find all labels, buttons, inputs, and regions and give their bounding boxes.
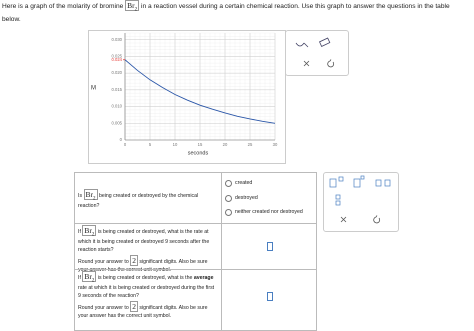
option-label: destroyed xyxy=(235,194,258,201)
y-tick-label: 0.030 xyxy=(112,37,123,42)
x-tick-label: 15 xyxy=(198,142,203,147)
option-label: neither created nor destroyed xyxy=(235,209,303,215)
y-tick-label: 0.015 xyxy=(112,87,123,92)
formula-sub: 2 xyxy=(93,196,96,202)
x-tick-label: 0 xyxy=(124,142,127,147)
draw-tool[interactable] xyxy=(295,42,309,48)
q-text: is being created or destroyed, what is t… xyxy=(78,229,210,253)
q-text: being created or destroyed by the chemic… xyxy=(78,193,199,209)
x-tick-label: 5 xyxy=(149,142,152,147)
answer-input[interactable] xyxy=(267,242,273,251)
formula-text: Br xyxy=(84,272,92,281)
fraction-den xyxy=(335,200,341,206)
x-axis-label: seconds xyxy=(188,150,209,156)
formula-text: Br xyxy=(127,1,135,10)
answer-input[interactable] xyxy=(267,292,273,301)
toolbox xyxy=(285,30,349,76)
data-line xyxy=(124,59,276,124)
radio[interactable] xyxy=(225,180,232,188)
math-icons xyxy=(329,175,391,224)
formula-sub: 2 xyxy=(91,232,95,238)
chart: M seconds 0 0.005 0.010 0.015 0.020 0.025 0.03… xyxy=(91,32,278,156)
sci-notation-exp xyxy=(338,176,344,182)
power-exp xyxy=(360,175,365,180)
clear-button[interactable] xyxy=(340,216,347,223)
answer-cell: created destroyed neither created nor de… xyxy=(221,172,317,224)
y-tick-label: 0.020 xyxy=(112,70,123,75)
option-label: created xyxy=(235,180,253,186)
math-toolbox xyxy=(323,172,399,232)
q-emphasis: average xyxy=(193,275,214,281)
undo-button[interactable] xyxy=(373,215,381,224)
question-cell: If Br2 is being created or destroyed, wh… xyxy=(74,269,222,331)
question-cell: If Br2 is being created or destroyed, wh… xyxy=(74,223,222,273)
y-tick-label: 0.025 xyxy=(112,54,123,59)
multiply-right xyxy=(384,179,391,187)
q-text: If xyxy=(78,229,81,235)
note-text: Round your answer to xyxy=(78,305,129,311)
formula-sub: 2 xyxy=(91,278,95,284)
intro: Here is a graph of the molarity of bromi… xyxy=(2,0,470,24)
marker-label: 0.024 xyxy=(112,57,123,62)
q-text: rate at which it is being created or des… xyxy=(78,285,215,299)
formula: Br2 xyxy=(83,189,98,202)
undo-button[interactable] xyxy=(327,59,335,68)
q-text: If xyxy=(78,275,81,281)
q-text: is being created or destroyed, what is t… xyxy=(97,275,193,281)
formula: Br2 xyxy=(82,271,97,284)
y-tick-label: 0 xyxy=(120,137,123,142)
note-text: Round your answer to xyxy=(78,259,129,265)
answer-cell xyxy=(221,223,317,270)
radio[interactable] xyxy=(225,209,232,217)
formula: Br2 xyxy=(125,0,140,13)
option[interactable]: created xyxy=(225,180,313,188)
intro-text: Here is a graph of the molarity of bromi… xyxy=(2,3,124,10)
intro-text: in a reaction vessel during a certain ch… xyxy=(2,3,450,23)
digits: 2 xyxy=(130,301,138,312)
radio[interactable] xyxy=(225,194,232,202)
option[interactable]: destroyed xyxy=(225,195,313,203)
formula: Br2 xyxy=(82,225,97,238)
option[interactable]: neither created nor destroyed xyxy=(225,209,313,217)
formula-text: Br xyxy=(84,226,92,235)
y-tick-label: 0.005 xyxy=(112,120,123,125)
tool-icons xyxy=(295,37,335,68)
formula-sub: 2 xyxy=(134,7,138,13)
x-tick-label: 25 xyxy=(248,142,253,147)
x-tick-label: 20 xyxy=(223,142,228,147)
formula-text: Br xyxy=(85,190,94,199)
note-text: significant digits. Also be sure your an… xyxy=(78,305,208,319)
fraction-button[interactable] xyxy=(335,194,341,200)
power-button[interactable] xyxy=(353,178,361,188)
y-tick-label: 0.010 xyxy=(112,104,123,109)
note: Round your answer to 2 significant digit… xyxy=(78,301,218,320)
x-tick-label: 10 xyxy=(173,142,178,147)
erase-tool[interactable] xyxy=(318,37,331,47)
digits: 2 xyxy=(130,255,138,266)
graph-panel xyxy=(88,30,286,164)
answer-cell xyxy=(221,269,317,331)
x-tick-label: 30 xyxy=(273,142,278,147)
sci-notation-button[interactable] xyxy=(329,178,337,188)
q-text: Is xyxy=(78,193,83,199)
y-axis-label: M xyxy=(91,86,96,92)
multiply-button[interactable] xyxy=(375,179,382,187)
clear-button[interactable] xyxy=(303,60,310,67)
question-cell: Is Br2 being created or destroyed by the… xyxy=(74,172,222,224)
